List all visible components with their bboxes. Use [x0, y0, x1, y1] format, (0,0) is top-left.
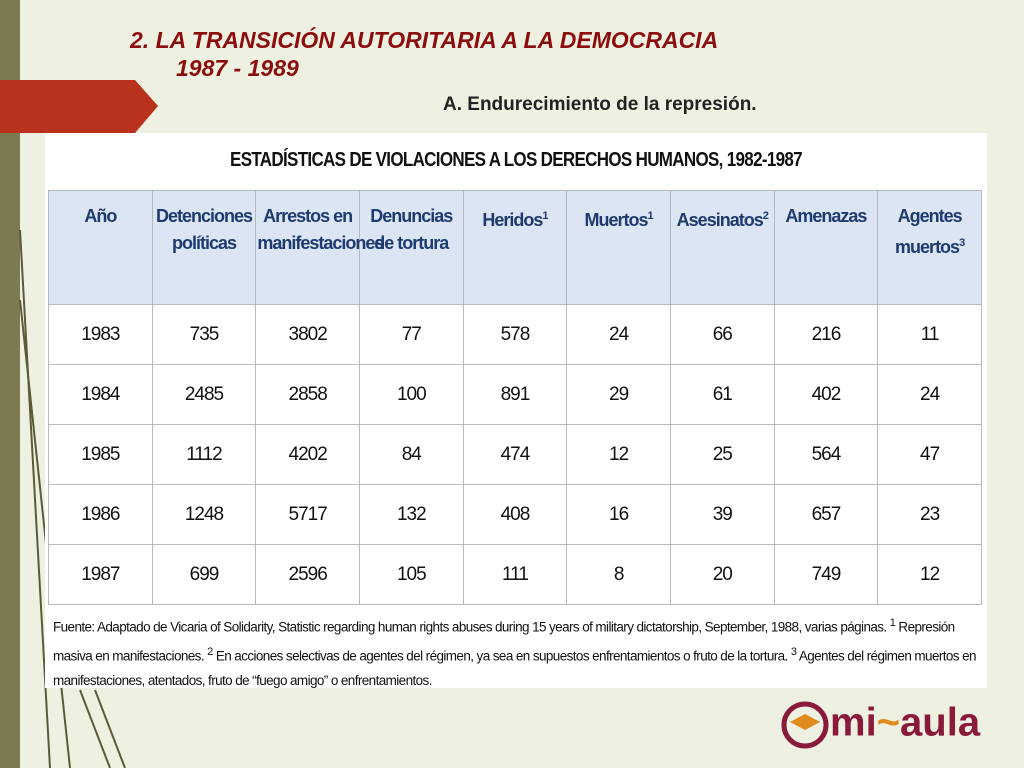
table-cell: 23	[877, 484, 982, 545]
title-line: 2. LA TRANSICIÓN AUTORITARIA A LA DEMOCR…	[130, 27, 719, 53]
table-cell: 891	[462, 364, 568, 425]
table-cell: 12	[877, 544, 982, 605]
table-cell: 1248	[151, 484, 257, 545]
table-cell: 4202	[255, 424, 360, 485]
header-text: Año	[84, 206, 117, 226]
table-cell: 16	[566, 484, 671, 545]
table-cell: 29	[566, 364, 671, 425]
superscript: 2	[762, 210, 769, 222]
logo: mi~aula	[780, 700, 980, 750]
table-cell: 2858	[255, 364, 360, 425]
note-text: Agentes del régimen muertos en manifesta…	[53, 648, 977, 688]
header-cell: Denuncias de tortura	[358, 190, 464, 305]
header-text: Amenazas	[785, 206, 867, 226]
table-panel: ESTADÍSTICAS DE VIOLACIONES A LOS DERECH…	[45, 133, 987, 688]
table-cell: 216	[773, 304, 879, 365]
note-text: En acciones selectivas de agentes del ré…	[215, 648, 788, 663]
table-title: ESTADÍSTICAS DE VIOLACIONES A LOS DERECH…	[230, 149, 803, 171]
header-text: Muertos	[584, 210, 649, 230]
logo-text: mi	[830, 700, 877, 745]
table-cell: 24	[566, 304, 671, 365]
table-cell: 24	[877, 364, 982, 425]
superscript: 3	[959, 237, 965, 249]
note-mark: 1	[889, 617, 896, 629]
note-mark: 2	[207, 645, 213, 658]
side-bar	[0, 0, 20, 768]
table-cell: 2485	[151, 364, 257, 425]
header-cell: Muertos1	[566, 190, 671, 305]
table-cell: 1987	[48, 544, 153, 605]
table-cell: 1986	[48, 484, 153, 545]
header-cell: Asesinatos2	[669, 190, 775, 305]
header-cell: Detenciones políticas	[151, 190, 257, 305]
table-cell: 11	[877, 304, 982, 365]
table-cell: 1983	[48, 304, 153, 365]
table-cell: 657	[773, 484, 879, 545]
header-text: Denuncias de tortura	[370, 206, 453, 253]
header-text: Detenciones políticas	[155, 206, 253, 253]
table-cell: 5717	[255, 484, 360, 545]
table-row: 1985 1112 4202 84 474 12 25 564 47	[48, 424, 982, 485]
table-row: 1984 2485 2858 100 891 29 61 402 24	[48, 364, 982, 425]
table-cell: 735	[151, 304, 257, 365]
header-cell: Año	[48, 190, 153, 305]
header-row: Año Detenciones políticas Arrestos en mani…	[48, 190, 982, 305]
header-cell: Heridos1	[462, 190, 568, 305]
table-cell: 20	[669, 544, 775, 605]
table-row: 1986 1248 5717 132 408 16 39 657 23	[48, 484, 982, 545]
table-cell: 1984	[48, 364, 153, 425]
table-cell: 77	[358, 304, 464, 365]
note-text: Represión masiva en manifestaciones.	[53, 619, 955, 664]
note-mark: 3	[790, 645, 797, 658]
superscript: 1	[542, 210, 548, 222]
table-cell: 1985	[48, 424, 153, 485]
subtitle: A. Endurecimiento de la represión.	[443, 94, 757, 115]
table-cell: 84	[358, 424, 464, 485]
table-cell: 474	[462, 424, 568, 485]
table: Año Detenciones políticas Arrestos en mani…	[48, 190, 982, 605]
title-line: 1987 - 1989	[176, 55, 299, 81]
table-cell: 39	[669, 484, 775, 545]
table-cell: 61	[669, 364, 775, 425]
table-cell: 1112	[151, 424, 257, 485]
table-cell: 105	[358, 544, 464, 605]
table-cell: 699	[151, 544, 257, 605]
table-cell: 132	[358, 484, 464, 545]
table-cell: 47	[877, 424, 982, 485]
table-cell: 25	[669, 424, 775, 485]
superscript: 1	[647, 210, 654, 222]
source-text: Fuente: Adaptado de Vicaria of Solidarit…	[53, 619, 887, 635]
header-text: Asesinatos	[676, 210, 764, 230]
header-text: Arrestos en manifestaciones	[257, 206, 384, 253]
table-cell: 8	[566, 544, 671, 605]
table-cell: 66	[669, 304, 775, 365]
header-cell: Arrestos en manifestaciones	[255, 190, 384, 305]
table-cell: 408	[462, 484, 568, 545]
table-row: 1983 735 3802 77 578 24 66 216 11	[48, 304, 982, 365]
slide-title: 2. LA TRANSICIÓN AUTORITARIA A LA DEMOCR…	[130, 26, 718, 82]
table-cell: 402	[773, 364, 879, 425]
table-cell: 2596	[255, 544, 360, 605]
header-cell: Amenazas	[773, 190, 879, 305]
table-cell: 12	[566, 424, 671, 485]
header-text: Agentes muertos	[895, 206, 963, 257]
logo-text: aula	[900, 700, 981, 745]
table-cell: 749	[773, 544, 879, 605]
table-cell: 564	[773, 424, 879, 485]
table-cell: 111	[462, 544, 568, 605]
logo-icon	[781, 701, 829, 749]
footnote: Fuente: Adaptado de Vicaria of Solidarit…	[53, 611, 983, 693]
header-text: Heridos	[482, 210, 543, 230]
header-cell: Agentes muertos3	[877, 190, 982, 305]
table-cell: 3802	[255, 304, 360, 365]
table-row: 1987 699 2596 105 111 8 20 749 12	[48, 544, 982, 605]
table-cell: 578	[462, 304, 568, 365]
table-cell: 100	[358, 364, 464, 425]
